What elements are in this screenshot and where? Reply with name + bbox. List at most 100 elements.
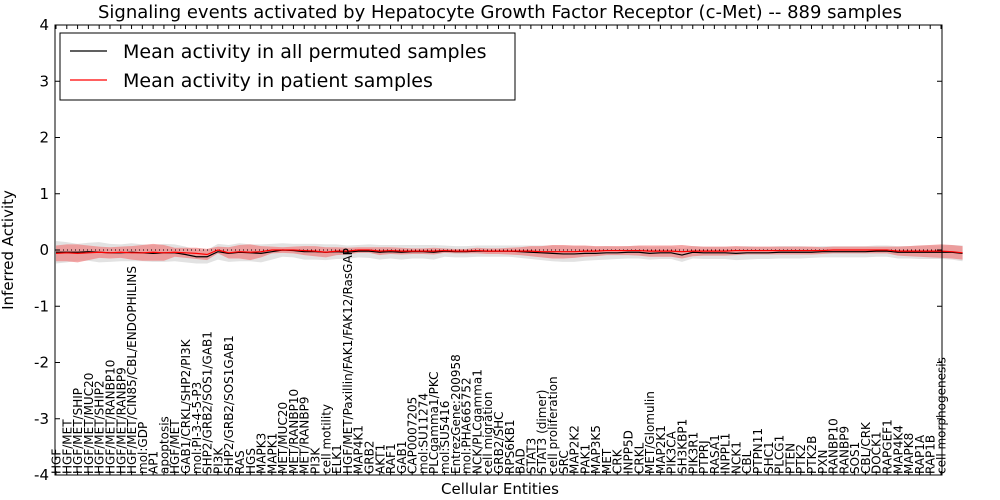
x-tick-label: HGF/MET/CIN85/CBL/ENDOPHILINS (125, 266, 139, 474)
legend-label-permuted: Mean activity in all permuted samples (123, 41, 486, 63)
x-tick-label: MET/RANBP9 (298, 397, 312, 474)
x-tick-label: MAP4K4 (891, 425, 905, 474)
x-tick-label: HGS (244, 448, 258, 474)
x-tick-label: MAP4K1 (352, 425, 366, 474)
series-lines (55, 249, 963, 258)
x-tick-label: RAP1B (924, 435, 938, 474)
x-tick-label: mol:SU11274 (416, 393, 430, 474)
x-tick-label: mol:PHA665752 (460, 377, 474, 474)
legend: Mean activity in all permuted samples Me… (59, 32, 516, 101)
band-patient (56, 243, 963, 263)
x-axis-label: Cellular Entities (441, 480, 559, 498)
x-tick-label: cell proliferation (546, 376, 560, 474)
x-tick-label: HGF/MET/SHIP (71, 388, 85, 474)
x-tick-label: GAB1 (395, 441, 409, 474)
x-tick-label: STAT3 (dimer) (535, 390, 549, 474)
x-tick-label: MET/MUC20 (276, 402, 290, 474)
y-tick-label: -4 (34, 466, 49, 484)
x-tick-label: CBL (740, 450, 754, 474)
x-tick-label: HGF/MET/RANBP10 (103, 360, 117, 474)
x-tick-label: MET/Glomulin (643, 391, 657, 474)
x-tick-label: HGF/MET (168, 419, 182, 474)
line-patient (55, 249, 963, 256)
x-tick-label: MAPK8 (902, 433, 916, 474)
y-tick-label: 4 (39, 16, 49, 34)
chart-title: Signaling events activated by Hepatocyte… (98, 2, 902, 23)
legend-box (59, 32, 516, 101)
x-tick-label: GRB2/SHC (492, 411, 506, 474)
x-tick-label: MAPK3 (255, 433, 269, 474)
x-tick-label: HGF/MET (60, 419, 74, 474)
x-tick-label: mol:SU5416 (438, 401, 452, 474)
x-tick-label: cell motility (319, 404, 333, 474)
x-tick-label: apoptosis (157, 416, 171, 474)
x-tick-label: HGF/MET/MUC20 (82, 373, 96, 474)
x-tick-label: PTPRJ (697, 440, 711, 474)
x-tick-label: EntrezGene:200958 (449, 354, 463, 474)
x-tick-label: AKT1 (373, 444, 387, 474)
x-tick-label: RPS6KB1 (503, 419, 517, 474)
x-tick-label: MET (600, 448, 614, 474)
x-tick-label: cell migration (481, 392, 495, 474)
x-tick-label: PAK1 (578, 444, 592, 474)
x-tick-label: NCK/PLCgamma1 (470, 369, 484, 474)
x-tick-label: PTPN11 (751, 428, 765, 474)
x-tick-label: RAS (233, 450, 247, 474)
x-tick-label: HGF/MET/RANBP9 (114, 367, 128, 474)
x-tick-label: RANBP10 (827, 418, 841, 474)
x-tick-label: SHP2/GRB2/SOS1GAB1 (222, 335, 236, 474)
x-tick-label: SHC1 (762, 441, 776, 474)
x-tick-label: PTK2 (794, 444, 808, 474)
x-tick-label: MAP2K1 (654, 425, 668, 474)
y-tick-label: -1 (34, 297, 49, 315)
x-tick-label: SH3KBP1 (675, 419, 689, 474)
x-tick-label: PLCG1 (773, 435, 787, 474)
x-tick-label: ELK1 (330, 444, 344, 474)
y-tick-label: 3 (39, 72, 49, 90)
x-tick-labels: HGFHGF/METHGF/MET/SHIPHGF/MET/MUC20HGF/M… (50, 25, 949, 475)
x-tick-label: PIK3CA (665, 430, 679, 474)
x-tick-label: SOS1 (848, 442, 862, 474)
x-tick-label: cell morphogenesis (935, 357, 949, 474)
x-tick-label: MAP2K2 (568, 425, 582, 474)
legend-label-patient: Mean activity in patient samples (123, 70, 433, 92)
x-tick-label: RASA1 (708, 434, 722, 474)
x-tick-label: STAT3 (524, 438, 538, 474)
y-axis-ticks: -4 -3 -2 -1 0 1 2 3 4 (34, 16, 942, 484)
x-tick-label: CBL/CRK (859, 421, 873, 474)
x-tick-label: CRKL (632, 442, 646, 474)
y-tick-label: 1 (39, 185, 49, 203)
x-tick-label: MET/RANBP10 (287, 389, 301, 474)
x-tick-label: MAP3K5 (589, 425, 603, 474)
x-tick-label: RANBP9 (837, 426, 851, 474)
x-tick-label: DOCK1 (870, 431, 884, 474)
x-tick-label: RAF1 (384, 443, 398, 474)
x-tick-label: MAPK1 (265, 433, 279, 474)
x-tick-label: RAP1A (913, 434, 927, 474)
x-tick-label: HGF/MET/SHIP2 (93, 380, 107, 474)
x-tick-label: INPP5D (622, 430, 636, 474)
x-tick-label: AP1 (147, 451, 161, 474)
confidence-bands (56, 241, 963, 264)
x-tick-label: GRB2 (362, 440, 376, 474)
x-tick-label: PI3K (309, 447, 323, 474)
x-tick-label: PI3K (211, 447, 225, 474)
x-tick-label: HGF/MET/Paxillin/FAK1/FAK12/RasGAP (341, 248, 355, 474)
y-axis-label: Inferred Activity (0, 190, 17, 310)
x-tick-label: CRK (611, 448, 625, 474)
x-tick-label: PIK3R1 (686, 432, 700, 474)
x-tick-label: INPPL1 (719, 433, 733, 474)
x-tick-label: SHP2/GRB2/SOS1/GAB1 (201, 331, 215, 474)
x-tick-label: SRC (557, 450, 571, 474)
y-tick-label: -2 (34, 354, 49, 372)
x-tick-label: GAB1/CRKL/SHP2/PI3K (179, 338, 193, 474)
x-tick-label: PXN (816, 450, 830, 474)
x-tick-label: NCK1 (729, 441, 743, 474)
y-tick-label: 0 (39, 241, 49, 259)
x-tick-label: PLCgamma1/PKC (427, 371, 441, 474)
x-tick-label: BAD (514, 448, 528, 474)
x-tick-label: RAPGEF1 (881, 419, 895, 474)
x-tick-label: mol:PI-3-4-5-P3 (190, 382, 204, 474)
y-tick-label: -3 (34, 410, 49, 428)
